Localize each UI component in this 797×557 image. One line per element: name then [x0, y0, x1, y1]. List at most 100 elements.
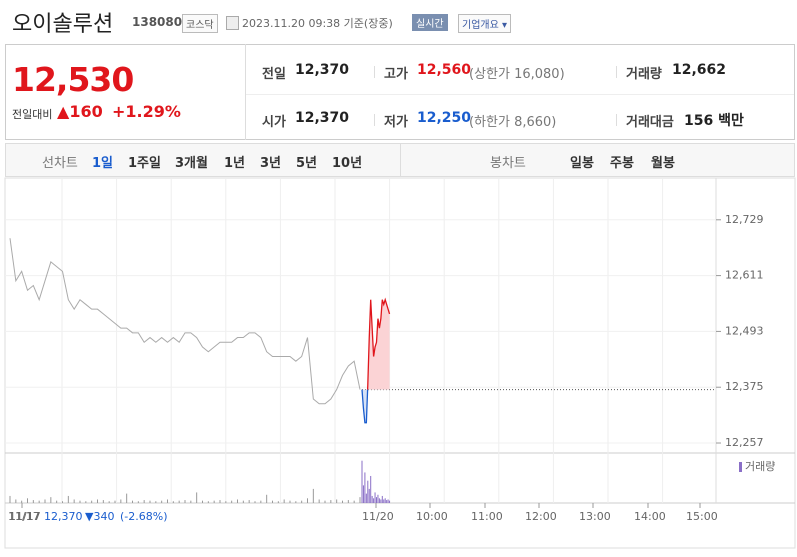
tab-period[interactable]: 일봉	[570, 156, 594, 171]
x-tick-label: 11:00	[471, 510, 503, 523]
legend: 11/17 12,370 ▼340 (-2.68%)	[9, 510, 168, 523]
volume-bar	[389, 500, 391, 503]
volume-bar	[376, 497, 377, 503]
volume-bar	[381, 495, 383, 503]
volume-bar	[155, 501, 157, 503]
y-tick-label: 12,257	[725, 436, 764, 449]
volume-bar	[283, 499, 285, 503]
volume-bar	[91, 500, 93, 503]
x-tick-label: 11/17	[8, 510, 40, 523]
x-tick-label: 13:00	[579, 510, 611, 523]
volume-bar	[336, 499, 338, 503]
change-label: 전일대비	[12, 108, 53, 121]
volume-bar	[143, 500, 145, 503]
tab-period[interactable]: 5년	[296, 156, 318, 171]
volume-bar	[370, 475, 372, 503]
quote-sub: (상한가 16,080)	[469, 67, 565, 82]
tab-period[interactable]: 10년	[332, 156, 363, 171]
volume-bar	[114, 500, 116, 503]
volume-bar	[380, 499, 382, 503]
volume-bar	[207, 501, 209, 503]
stock-code: 138080	[132, 15, 183, 29]
volume-bar	[27, 498, 28, 503]
volume-bar	[307, 498, 308, 503]
change-rate: +1.29%	[112, 102, 181, 121]
tab-divider	[400, 144, 401, 176]
tab-period[interactable]: 3년	[260, 156, 282, 171]
cell-divider	[616, 114, 617, 126]
quote-label: 저가	[384, 115, 408, 130]
volume-bar	[32, 500, 34, 503]
market-badge: 코스닥	[182, 14, 218, 33]
volume-bar	[97, 499, 98, 503]
volume-bar	[295, 501, 297, 503]
change-arrow: ▲	[57, 102, 70, 121]
tab-group-label: 봉차트	[490, 156, 526, 171]
legend-change: ▼340	[85, 510, 114, 523]
volume-bar	[178, 500, 180, 503]
company-info-text: 기업개요	[462, 20, 499, 31]
volume-bar	[184, 500, 186, 503]
volume-bar	[102, 500, 104, 503]
tab-period[interactable]: 1주일	[128, 156, 161, 171]
legend-date: 11/17	[9, 510, 41, 523]
volume-bar	[378, 498, 380, 503]
volume-bar	[330, 500, 332, 503]
volume-label: 거래량	[745, 460, 775, 473]
volume-bar	[219, 500, 221, 503]
volume-bar	[44, 499, 46, 503]
volume-bar	[202, 500, 203, 503]
volume-bar	[15, 499, 17, 503]
volume-bar	[362, 485, 364, 503]
tab-period[interactable]: 3개월	[175, 156, 208, 171]
volume-bar	[137, 501, 139, 503]
volume-bar	[347, 500, 349, 503]
volume-bar	[62, 501, 63, 503]
volume-bar	[383, 499, 385, 503]
price-line-up	[361, 297, 391, 390]
timestamp: 2023.11.20 09:38 기준(장중)	[242, 17, 393, 30]
volume-bar	[126, 493, 128, 503]
cell-divider	[374, 66, 375, 78]
change: ▲160	[57, 102, 103, 121]
tab-period[interactable]: 1일	[92, 156, 114, 171]
volume-bar	[254, 501, 256, 503]
x-tick-label: 12:00	[525, 510, 557, 523]
volume-bar	[373, 498, 375, 503]
volume-bar	[248, 500, 250, 503]
company-info-button[interactable]: 기업개요 ▾	[458, 14, 512, 33]
volume-bar	[242, 500, 244, 503]
tab-period[interactable]: 월봉	[651, 156, 675, 171]
volume-legend-swatch	[739, 462, 742, 472]
quote-sub: (하한가 8,660)	[469, 115, 557, 130]
volume-bar	[353, 500, 355, 503]
price-line	[9, 238, 361, 405]
price-line-down	[361, 389, 369, 424]
volume-bar	[277, 501, 279, 503]
cell-divider	[374, 114, 375, 126]
volume-bar	[237, 499, 238, 503]
volume-bar	[365, 493, 367, 503]
quote-label: 전일	[262, 67, 286, 82]
volume-bar	[196, 492, 198, 503]
volume-bar	[167, 499, 168, 503]
volume-bar	[120, 499, 122, 503]
quote-box	[5, 44, 795, 140]
y-tick-label: 12,493	[725, 324, 764, 337]
y-tick-label: 12,375	[725, 380, 764, 393]
volume-bar	[318, 499, 320, 503]
volume-bar	[289, 500, 291, 503]
clock-icon	[226, 16, 239, 30]
volume-bar	[387, 499, 389, 503]
tab-period[interactable]: 주봉	[610, 156, 634, 171]
volume-bar	[301, 500, 303, 503]
change-value: 160	[69, 102, 103, 121]
row-divider	[246, 94, 794, 95]
volume-bar	[231, 500, 233, 503]
tab-period[interactable]: 1년	[224, 156, 246, 171]
chart-frame	[4, 177, 796, 549]
legend-rate: (-2.68%)	[120, 510, 168, 523]
quote-label: 시가	[262, 115, 286, 130]
volume-bar	[225, 501, 227, 503]
